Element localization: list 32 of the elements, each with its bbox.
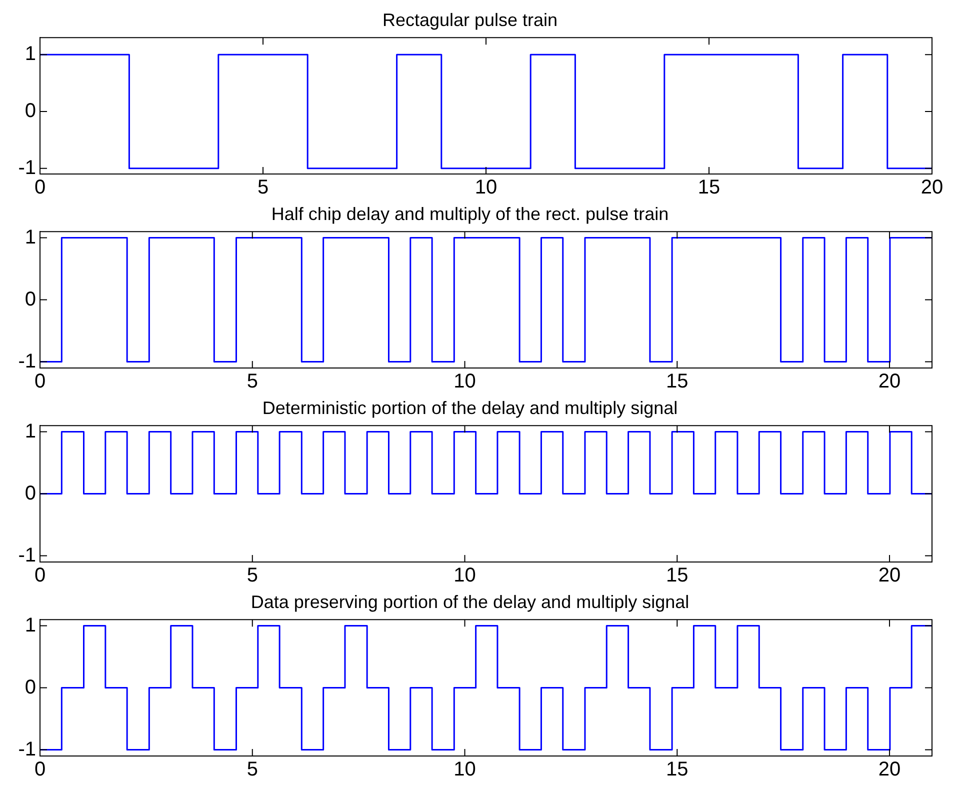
y-tick-label: 0 [24, 288, 36, 310]
y-tick-label: 1 [24, 226, 36, 248]
chart-title: Half chip delay and multiply of the rect. pulse train [271, 204, 669, 224]
x-tick-label: 10 [454, 370, 476, 393]
y-tick-label: 0 [24, 100, 36, 122]
y-tick-label: -1 [18, 738, 36, 760]
x-tick-label: 20 [878, 758, 901, 781]
x-tick-label: 20 [878, 370, 901, 393]
x-tick-label: 15 [666, 758, 688, 781]
chart-title: Deterministic portion of the delay and multiply signal [262, 398, 678, 418]
x-tick-label: 20 [878, 564, 901, 587]
y-tick-label: 1 [24, 614, 36, 636]
x-tick-label: 15 [666, 370, 688, 393]
y-tick-label: -1 [18, 350, 36, 372]
x-tick-label: 5 [257, 176, 269, 199]
x-tick-label: 20 [920, 176, 944, 199]
chart-title: Data preserving portion of the delay and multiply signal [250, 592, 690, 612]
y-tick-label: 1 [24, 43, 36, 66]
y-tick-label: 1 [24, 420, 36, 442]
x-tick-label: 5 [246, 370, 258, 393]
x-tick-label: 5 [246, 758, 258, 781]
y-tick-label: 0 [24, 676, 36, 698]
y-tick-label: -1 [18, 544, 36, 566]
x-tick-label: 10 [454, 564, 476, 587]
chart-title: Rectagular pulse train [382, 10, 558, 30]
x-tick-label: 10 [454, 758, 476, 781]
x-tick-label: 15 [666, 564, 688, 587]
x-tick-label: 15 [698, 176, 720, 199]
y-tick-label: 0 [24, 482, 36, 504]
x-tick-label: 5 [246, 564, 258, 587]
y-tick-label: -1 [18, 156, 36, 179]
x-tick-label: 10 [474, 176, 498, 199]
